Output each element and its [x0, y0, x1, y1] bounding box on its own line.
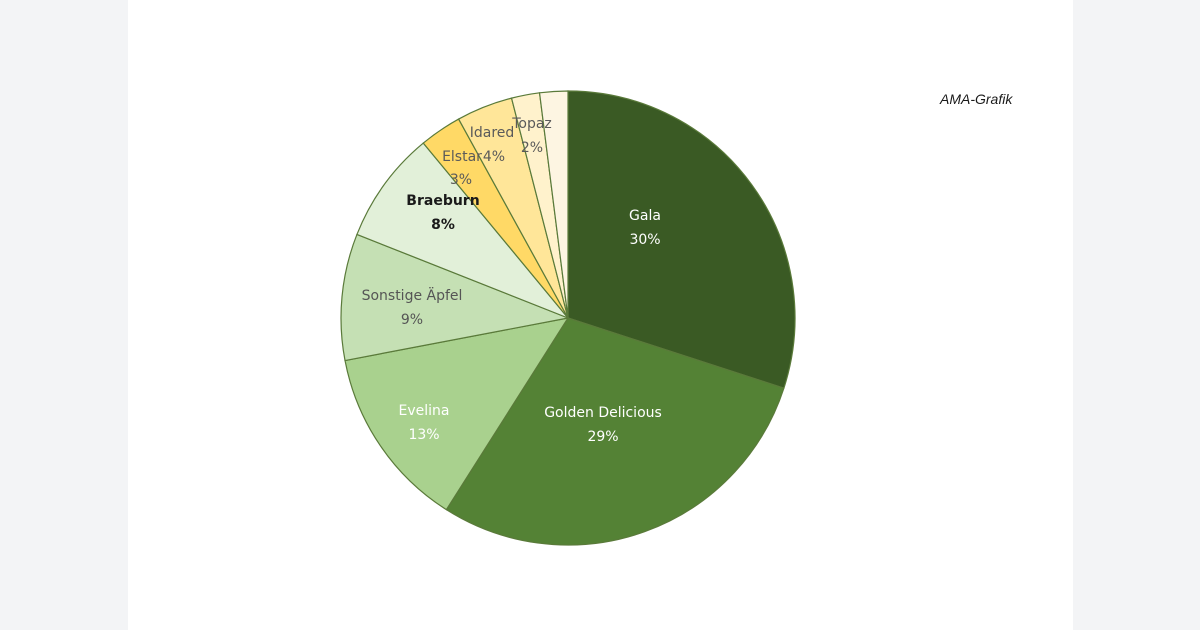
pie-slice-sonstige-äpfel: [340, 233, 571, 362]
label-evelina-name: Evelina: [399, 403, 450, 419]
pie-slice-gala: [567, 90, 796, 389]
label-gala-name: Gala: [629, 208, 661, 224]
pie-slice-unlabeled: [538, 90, 569, 319]
label-sonstige-äpfel-value: 9%: [401, 312, 423, 328]
label-sonstige-äpfel-name: Sonstige Äpfel: [362, 286, 463, 304]
label-elstar-name: Elstar: [442, 149, 482, 165]
pie-slice-golden-delicious: [445, 317, 785, 546]
label-topaz-value: 2%: [521, 140, 543, 156]
label-evelina-value: 13%: [408, 427, 439, 443]
label-braeburn-value: 8%: [431, 217, 455, 233]
pie-slice-evelina: [344, 317, 570, 511]
label-topaz-name: Topaz: [511, 116, 552, 132]
pie-slice-braeburn: [356, 142, 569, 319]
source-note: AMA-Grafik: [940, 91, 1013, 107]
label-golden-delicious-value: 29%: [587, 429, 618, 445]
label-braeburn-name: Braeburn: [406, 193, 479, 209]
label-gala-value: 30%: [629, 232, 660, 248]
label-idared-value: 4%: [483, 149, 505, 165]
label-golden-delicious-name: Golden Delicious: [544, 405, 662, 421]
label-elstar-value: 3%: [450, 172, 472, 188]
label-idared-name: Idared: [470, 125, 515, 141]
